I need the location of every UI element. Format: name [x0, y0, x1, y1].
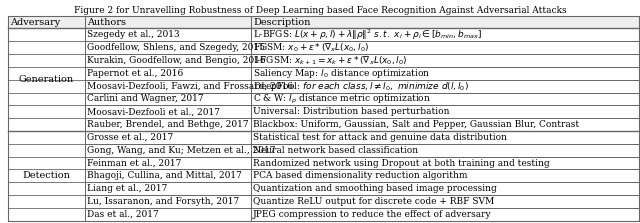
Text: Gong, Wang, and Ku; Metzen et al., 2017: Gong, Wang, and Ku; Metzen et al., 2017: [87, 146, 276, 155]
Text: Quantization and smoothing based image processing: Quantization and smoothing based image p…: [253, 184, 497, 193]
Bar: [251, 182, 639, 195]
Text: Universal: Distribution based perturbation: Universal: Distribution based perturbati…: [253, 107, 450, 116]
Bar: [251, 169, 639, 182]
Bar: [251, 118, 639, 131]
Text: C & W: $l_p$ distance metric optimization: C & W: $l_p$ distance metric optimizatio…: [253, 92, 431, 105]
Bar: [84, 29, 251, 41]
Text: Lu, Issaranon, and Forsyth, 2017: Lu, Issaranon, and Forsyth, 2017: [87, 197, 239, 206]
Text: Carlini and Wagner, 2017: Carlini and Wagner, 2017: [87, 95, 204, 103]
Bar: [251, 29, 639, 41]
Text: Goodfellow, Shlens, and Szegedy, 2015: Goodfellow, Shlens, and Szegedy, 2015: [87, 43, 265, 52]
Text: Kurakin, Goodfellow, and Bengio, 2016: Kurakin, Goodfellow, and Bengio, 2016: [87, 56, 266, 65]
Text: L-BFGS: $L(x+\rho,l)+\lambda\|\rho\|^2$ $s.t.$ $x_i+\rho_i\in\left[b_{min},b_{ma: L-BFGS: $L(x+\rho,l)+\lambda\|\rho\|^2$ …: [253, 28, 482, 42]
Text: Statistical test for attack and genuine data distribution: Statistical test for attack and genuine …: [253, 133, 507, 142]
Bar: [251, 80, 639, 93]
Bar: [84, 80, 251, 93]
Text: Grosse et al., 2017: Grosse et al., 2017: [87, 133, 173, 142]
Bar: [84, 144, 251, 157]
Text: Blackbox: Uniform, Gaussian, Salt and Pepper, Gaussian Blur, Contrast: Blackbox: Uniform, Gaussian, Salt and Pe…: [253, 120, 579, 129]
Bar: [251, 195, 639, 208]
Bar: [84, 118, 251, 131]
Text: Detection: Detection: [22, 171, 70, 180]
Bar: [84, 169, 251, 182]
Bar: [84, 157, 251, 169]
Text: DeepFool: $for\ each\ class, l\neq l_0,\ minimize\ d(l,l_0)$: DeepFool: $for\ each\ class, l\neq l_0,\…: [253, 80, 469, 93]
Text: Liang et al., 2017: Liang et al., 2017: [87, 184, 168, 193]
Bar: [8, 16, 84, 28]
Bar: [251, 144, 639, 157]
Text: Rauber, Brendel, and Bethge, 2017: Rauber, Brendel, and Bethge, 2017: [87, 120, 249, 129]
Text: Szegedy et al., 2013: Szegedy et al., 2013: [87, 30, 180, 39]
Text: Moosavi-Dezfooli, Fawzi, and Frossard, 2016: Moosavi-Dezfooli, Fawzi, and Frossard, 2…: [87, 82, 293, 91]
Text: Saliency Map: $l_0$ distance optimization: Saliency Map: $l_0$ distance optimizatio…: [253, 67, 431, 80]
Text: FGSM: $x_0+\epsilon*(\nabla_x L(x_0,l_0)$: FGSM: $x_0+\epsilon*(\nabla_x L(x_0,l_0)…: [253, 41, 369, 54]
Text: Generation: Generation: [19, 75, 74, 84]
Text: Feinman et al., 2017: Feinman et al., 2017: [87, 159, 182, 167]
Bar: [84, 208, 251, 221]
Bar: [251, 41, 639, 54]
Bar: [251, 157, 639, 169]
Bar: [84, 16, 251, 28]
Bar: [251, 54, 639, 67]
Text: Randomized network using Dropout at both training and testing: Randomized network using Dropout at both…: [253, 159, 550, 167]
Text: I-FGSM: $x_{k+1}=x_k+\epsilon*(\nabla_x L(x_0,l_0)$: I-FGSM: $x_{k+1}=x_k+\epsilon*(\nabla_x …: [253, 54, 408, 67]
Bar: [84, 131, 251, 144]
Bar: [84, 67, 251, 80]
Bar: [8, 29, 84, 131]
Text: Description: Description: [253, 18, 310, 27]
Bar: [251, 208, 639, 221]
Bar: [8, 131, 84, 221]
Bar: [84, 182, 251, 195]
Bar: [251, 16, 639, 28]
Text: Authors: Authors: [87, 18, 126, 27]
Text: Moosavi-Dezfooli et al., 2017: Moosavi-Dezfooli et al., 2017: [87, 107, 220, 116]
Bar: [251, 67, 639, 80]
Text: Papernot et al., 2016: Papernot et al., 2016: [87, 69, 184, 78]
Text: Figure 2 for Unravelling Robustness of Deep Learning based Face Recognition Agai: Figure 2 for Unravelling Robustness of D…: [74, 6, 566, 14]
Text: PCA based dimensionality reduction algorithm: PCA based dimensionality reduction algor…: [253, 171, 468, 180]
Bar: [251, 93, 639, 105]
Bar: [84, 195, 251, 208]
Bar: [84, 41, 251, 54]
Bar: [84, 93, 251, 105]
Text: Bhagoji, Cullina, and Mittal, 2017: Bhagoji, Cullina, and Mittal, 2017: [87, 171, 242, 180]
Text: Neural network based classification: Neural network based classification: [253, 146, 419, 155]
Bar: [84, 54, 251, 67]
Text: Das et al., 2017: Das et al., 2017: [87, 210, 159, 219]
Bar: [84, 105, 251, 118]
Text: JPEG compression to reduce the effect of adversary: JPEG compression to reduce the effect of…: [253, 210, 492, 219]
Bar: [251, 131, 639, 144]
Text: Quantize ReLU output for discrete code + RBF SVM: Quantize ReLU output for discrete code +…: [253, 197, 495, 206]
Bar: [251, 105, 639, 118]
Text: Adversary: Adversary: [10, 18, 61, 27]
